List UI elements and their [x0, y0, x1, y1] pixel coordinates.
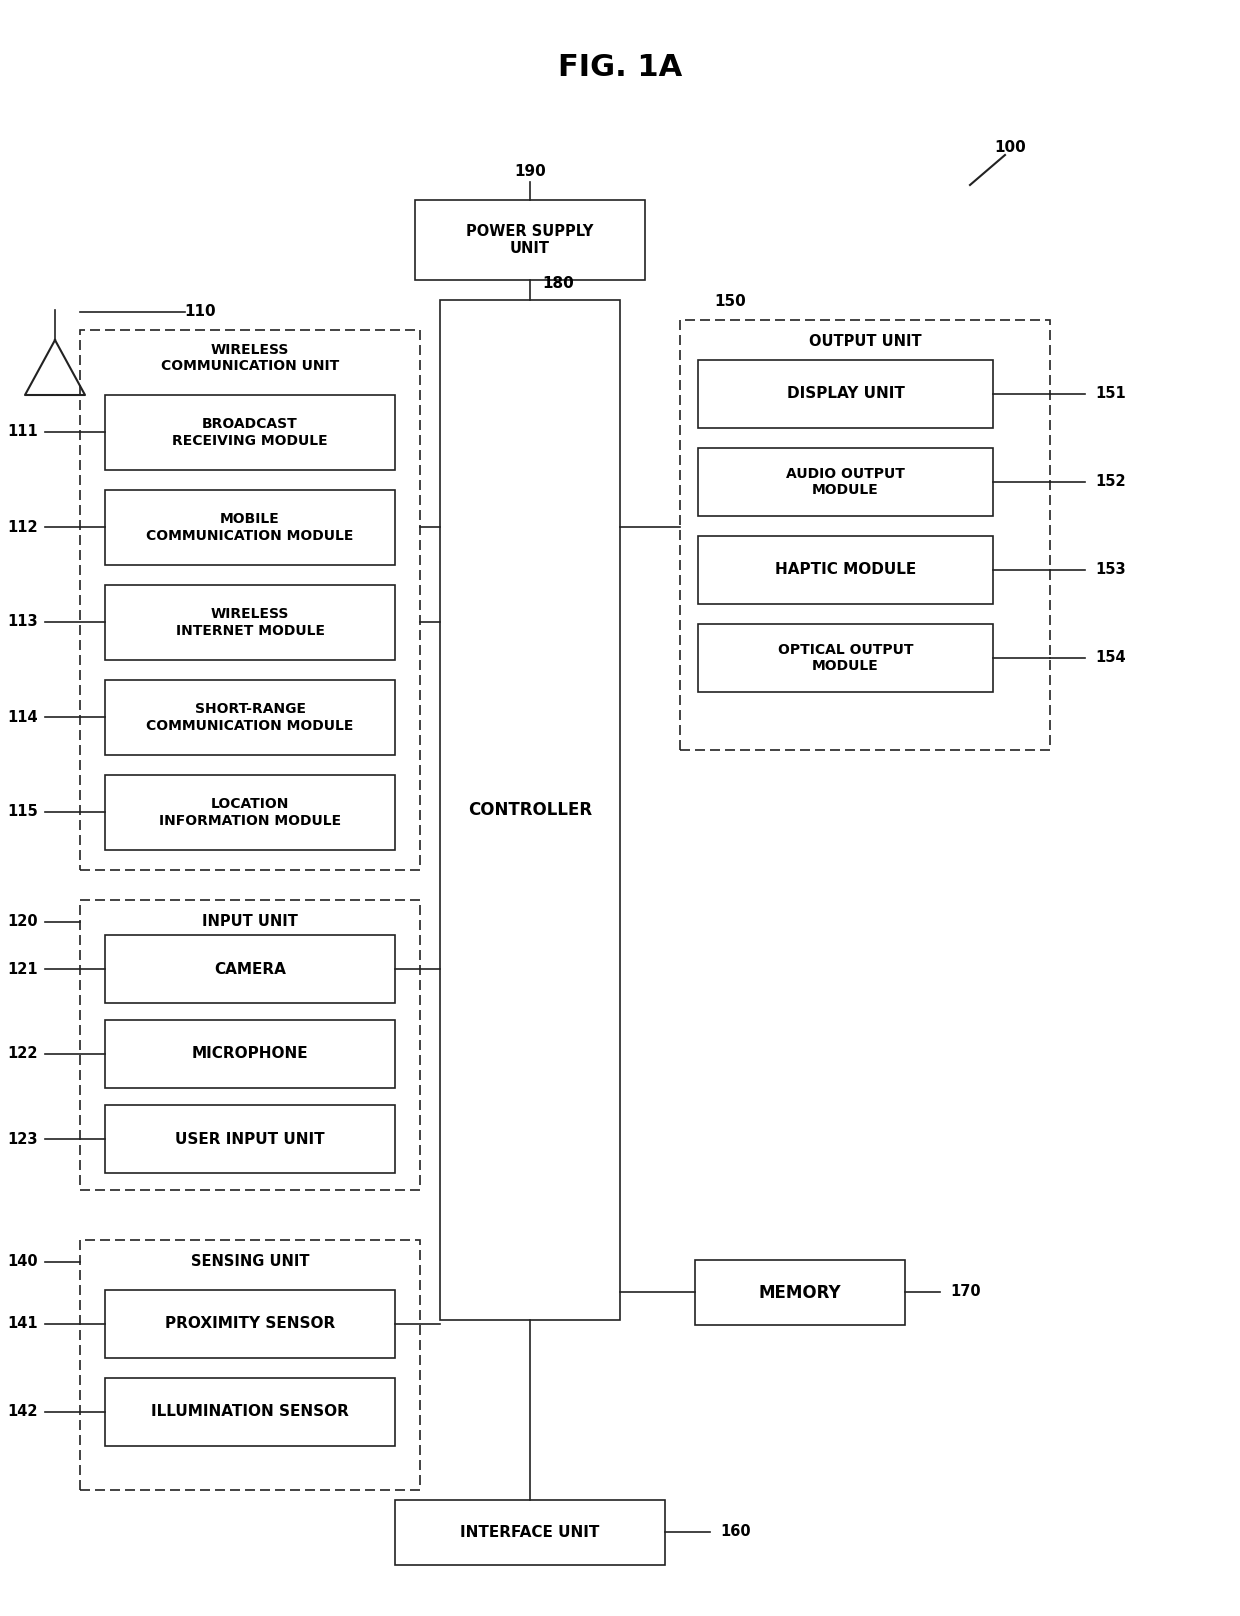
Text: 113: 113 — [7, 614, 38, 630]
Bar — [81, 330, 420, 869]
Text: 150: 150 — [714, 294, 746, 310]
Text: 160: 160 — [720, 1524, 750, 1540]
Bar — [698, 624, 993, 692]
Bar — [698, 448, 993, 516]
Text: CAMERA: CAMERA — [215, 962, 286, 976]
Text: 115: 115 — [7, 805, 38, 819]
Text: 100: 100 — [994, 141, 1025, 155]
Text: LOCATION
INFORMATION MODULE: LOCATION INFORMATION MODULE — [159, 797, 341, 827]
Text: PROXIMITY SENSOR: PROXIMITY SENSOR — [165, 1317, 335, 1332]
Bar — [694, 1260, 905, 1325]
Text: 141: 141 — [7, 1317, 38, 1332]
Text: WIRELESS
INTERNET MODULE: WIRELESS INTERNET MODULE — [176, 608, 325, 638]
Text: FIG. 1A: FIG. 1A — [558, 53, 682, 82]
Text: USER INPUT UNIT: USER INPUT UNIT — [175, 1131, 325, 1146]
Text: MOBILE
COMMUNICATION MODULE: MOBILE COMMUNICATION MODULE — [146, 512, 353, 543]
Text: INTERFACE UNIT: INTERFACE UNIT — [460, 1526, 600, 1540]
Text: 112: 112 — [7, 519, 38, 535]
Text: OPTICAL OUTPUT
MODULE: OPTICAL OUTPUT MODULE — [777, 643, 913, 674]
Text: 142: 142 — [7, 1404, 38, 1419]
Text: 140: 140 — [7, 1254, 38, 1270]
Text: MICROPHONE: MICROPHONE — [192, 1047, 309, 1062]
Bar — [396, 1500, 665, 1564]
Bar — [105, 490, 396, 566]
Text: OUTPUT UNIT: OUTPUT UNIT — [808, 335, 921, 349]
Bar — [105, 936, 396, 1004]
Bar — [680, 320, 1050, 750]
Bar — [415, 200, 645, 280]
Bar — [440, 301, 620, 1320]
Text: CONTROLLER: CONTROLLER — [467, 802, 591, 819]
Text: 180: 180 — [542, 276, 574, 291]
Text: WIRELESS
COMMUNICATION UNIT: WIRELESS COMMUNICATION UNIT — [161, 343, 339, 373]
Text: 170: 170 — [950, 1285, 981, 1299]
Text: POWER SUPPLY
UNIT: POWER SUPPLY UNIT — [466, 223, 594, 257]
Bar — [105, 680, 396, 755]
Bar — [105, 1378, 396, 1446]
Text: 121: 121 — [7, 962, 38, 976]
Text: 154: 154 — [1095, 651, 1126, 666]
Text: SHORT-RANGE
COMMUNICATION MODULE: SHORT-RANGE COMMUNICATION MODULE — [146, 703, 353, 732]
Bar — [81, 900, 420, 1189]
Text: 120: 120 — [7, 915, 38, 929]
Bar — [105, 1105, 396, 1173]
Text: ILLUMINATION SENSOR: ILLUMINATION SENSOR — [151, 1404, 348, 1419]
Bar — [105, 776, 396, 850]
Text: 122: 122 — [7, 1047, 38, 1062]
Text: 114: 114 — [7, 709, 38, 724]
Text: 151: 151 — [1095, 386, 1126, 401]
Text: INPUT UNIT: INPUT UNIT — [202, 915, 298, 929]
Text: SENSING UNIT: SENSING UNIT — [191, 1254, 309, 1270]
Bar — [105, 1290, 396, 1357]
Bar — [698, 537, 993, 604]
Text: 190: 190 — [515, 165, 546, 179]
Text: BROADCAST
RECEIVING MODULE: BROADCAST RECEIVING MODULE — [172, 417, 327, 448]
Bar — [105, 1020, 396, 1088]
Text: DISPLAY UNIT: DISPLAY UNIT — [786, 386, 904, 401]
Text: 110: 110 — [185, 304, 216, 320]
Text: 152: 152 — [1095, 475, 1126, 490]
Text: MEMORY: MEMORY — [759, 1283, 841, 1301]
Text: 153: 153 — [1095, 562, 1126, 577]
Bar — [105, 394, 396, 470]
Bar — [105, 585, 396, 659]
Text: HAPTIC MODULE: HAPTIC MODULE — [775, 562, 916, 577]
Text: 111: 111 — [7, 425, 38, 440]
Bar — [698, 360, 993, 428]
Text: AUDIO OUTPUT
MODULE: AUDIO OUTPUT MODULE — [786, 467, 905, 498]
Text: 123: 123 — [7, 1131, 38, 1146]
Bar — [81, 1239, 420, 1490]
